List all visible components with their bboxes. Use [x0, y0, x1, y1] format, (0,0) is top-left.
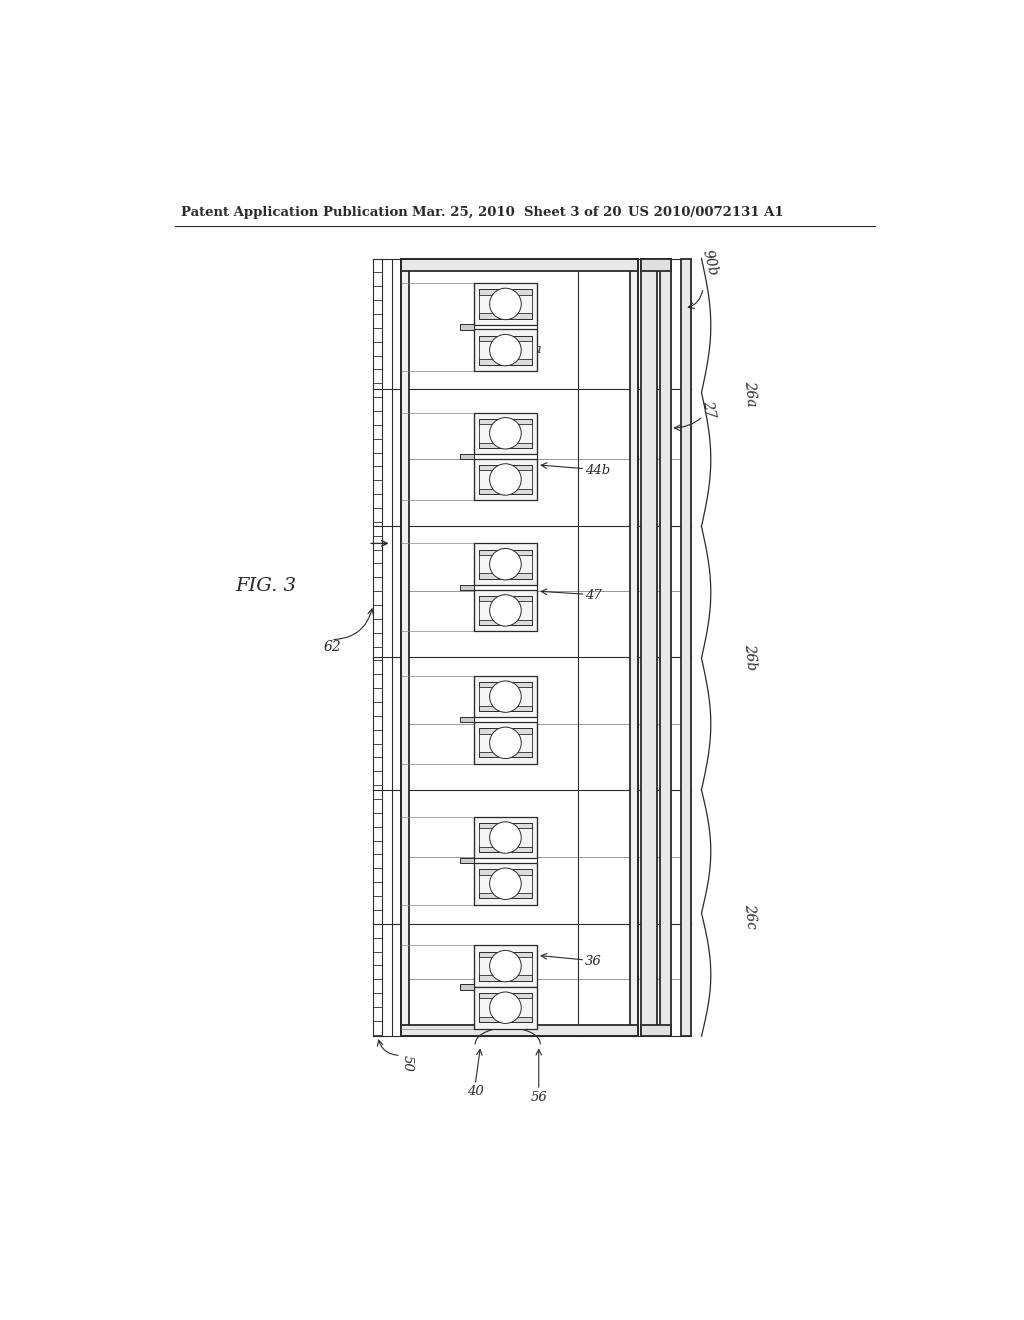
Circle shape [489, 595, 521, 626]
Bar [479, 549, 531, 554]
Bar [479, 869, 531, 875]
Text: Patent Application Publication: Patent Application Publication [180, 206, 408, 219]
Bar [479, 993, 531, 998]
Text: US 2010/0072131 A1: US 2010/0072131 A1 [628, 206, 783, 219]
Circle shape [489, 288, 521, 319]
Bar [479, 952, 531, 957]
Circle shape [489, 681, 521, 713]
Bar [479, 894, 531, 899]
Bar [479, 706, 531, 711]
Bar [479, 289, 531, 294]
Bar [479, 952, 531, 981]
Text: 44b: 44b [586, 463, 610, 477]
Bar [479, 975, 531, 981]
Bar [474, 284, 538, 325]
Circle shape [489, 822, 521, 853]
Circle shape [489, 549, 521, 579]
Bar [474, 987, 538, 1028]
Text: Mar. 25, 2010  Sheet 3 of 20: Mar. 25, 2010 Sheet 3 of 20 [412, 206, 622, 219]
Bar [479, 682, 531, 688]
Circle shape [489, 334, 521, 366]
Bar [479, 729, 531, 734]
Bar [479, 822, 531, 829]
Bar [474, 544, 538, 585]
Bar [479, 359, 531, 364]
Text: 26c: 26c [741, 903, 758, 931]
Bar [659, 259, 671, 1036]
Bar [681, 259, 690, 1036]
Bar [479, 418, 531, 424]
Circle shape [489, 950, 521, 982]
Bar [479, 822, 531, 853]
Bar [474, 413, 538, 454]
Bar [641, 259, 671, 271]
Text: 26b: 26b [741, 643, 758, 672]
Bar [479, 619, 531, 626]
Bar [460, 717, 474, 722]
Text: 36: 36 [586, 954, 602, 968]
Bar [479, 752, 531, 758]
Bar [400, 259, 638, 1036]
Text: 26a: 26a [741, 380, 758, 407]
Bar [479, 595, 531, 626]
Bar [474, 863, 538, 904]
Bar [474, 590, 538, 631]
Bar [630, 259, 638, 1036]
Bar [479, 729, 531, 758]
Bar [474, 945, 538, 987]
Bar [479, 573, 531, 579]
Bar [479, 335, 531, 341]
Bar [474, 459, 538, 500]
Bar [474, 722, 538, 763]
Bar [400, 259, 409, 1036]
Text: 27: 27 [700, 399, 717, 418]
Bar [400, 1026, 638, 1036]
Bar [474, 330, 538, 371]
Text: 40: 40 [467, 1085, 483, 1098]
Circle shape [489, 727, 521, 759]
Text: 90b: 90b [700, 248, 720, 277]
Bar [479, 993, 531, 1022]
Bar [479, 442, 531, 447]
Text: FIG. 3: FIG. 3 [234, 577, 296, 595]
Bar [400, 259, 638, 271]
Text: 50: 50 [400, 1055, 414, 1072]
Bar [641, 1026, 671, 1036]
Bar [479, 465, 531, 470]
Bar [479, 847, 531, 853]
Text: 47: 47 [586, 589, 602, 602]
Circle shape [489, 869, 521, 899]
Bar [460, 858, 474, 863]
Bar [479, 595, 531, 601]
Bar [460, 985, 474, 990]
Bar [479, 1016, 531, 1022]
Bar [479, 313, 531, 318]
Bar [479, 289, 531, 318]
Bar [641, 259, 656, 1036]
Bar [474, 817, 538, 858]
Bar [460, 325, 474, 330]
Text: 62: 62 [324, 640, 341, 655]
Circle shape [489, 417, 521, 449]
Text: 56: 56 [530, 1092, 547, 1105]
Text: 44a: 44a [517, 343, 542, 356]
Circle shape [489, 463, 521, 495]
Bar [479, 465, 531, 494]
Circle shape [489, 993, 521, 1023]
Bar [460, 454, 474, 459]
Bar [479, 335, 531, 364]
Bar [474, 676, 538, 718]
Bar [479, 418, 531, 447]
Bar [479, 869, 531, 899]
Bar [479, 488, 531, 494]
Bar [479, 549, 531, 579]
Bar [460, 585, 474, 590]
Bar [479, 682, 531, 711]
